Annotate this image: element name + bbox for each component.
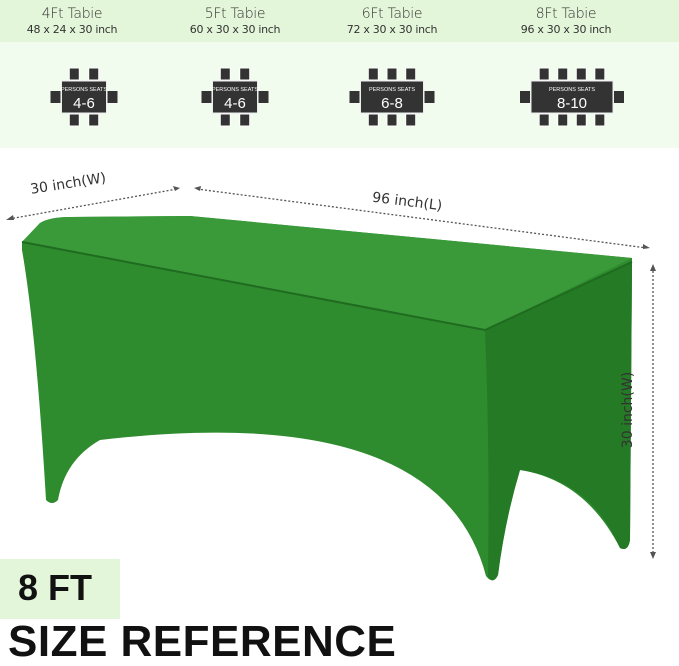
chair-icon [68,113,80,127]
size-dims: 96 x 30 x 30 inch [520,23,612,36]
chair-icon [520,91,530,103]
chair-icon [386,113,398,127]
dimension-lines [8,188,654,556]
chair-icon [614,91,624,103]
chair-icon [349,91,360,103]
chair-icon [258,91,269,103]
seats-label: PERSONS SEATS [212,87,258,93]
chair-icon [88,113,100,127]
chair-icon [68,67,80,81]
seats-label: PERSONS SEATS [61,87,107,93]
chair-icon [405,113,417,127]
size-4ft: 4Ft Tabie 48 x 24 x 30 inch [0,6,157,36]
chair-icon [239,113,251,127]
chair-icon [239,67,251,81]
page-heading: SIZE REFERENCE [8,617,397,666]
chair-icon [219,67,231,81]
table-seating-icon: PERSONS SEATS 4-6 [50,67,118,127]
size-dims: 48 x 24 x 30 inch [26,23,118,36]
dimension-arrowheads [6,186,656,559]
chair-icon [50,91,61,103]
table-icon [212,80,258,114]
seats-count: 4-6 [224,95,246,112]
table-icon [530,80,614,114]
chair-icon [557,67,569,81]
chair-icon [538,113,550,127]
size-6ft: 6Ft Tabie 72 x 30 x 30 inch [307,6,477,36]
size-8ft: 8Ft Tabie 96 x 30 x 30 inch [481,6,651,36]
table-seating-icon: PERSONS SEATS 4-6 [201,67,269,127]
seats-count: 8-10 [557,95,587,112]
chair-icon [219,113,231,127]
chair-icon [405,67,417,81]
seats-count: 4-6 [73,95,95,112]
table-seating-icon: PERSONS SEATS 8-10 [520,67,624,127]
table-icon [61,80,107,114]
seats-count: 6-8 [381,95,403,112]
size-badge: 8 FT [0,559,120,619]
size-title: 6Ft Tabie [361,6,423,22]
chair-icon [575,113,587,127]
chair-icon [107,91,118,103]
size-dims: 72 x 30 x 30 inch [346,23,438,36]
chair-icon [367,113,379,127]
tablecloth-image [21,216,633,581]
height-label: 30 inch(W) [620,371,637,449]
chair-icon [201,91,212,103]
chair-icon [594,113,606,127]
table-seating-icon: PERSONS SEATS 6-8 [349,67,435,127]
chair-icon [88,67,100,81]
size-5ft: 5Ft Tabie 60 x 30 x 30 inch [150,6,320,36]
seats-label: PERSONS SEATS [369,87,415,93]
chair-icon [575,67,587,81]
chair-icon [594,67,606,81]
chair-icon [557,113,569,127]
header-band [0,0,679,42]
size-title: 5Ft Tabie [204,6,266,22]
size-dims: 60 x 30 x 30 inch [189,23,281,36]
seats-label: PERSONS SEATS [549,87,595,93]
chair-icon [538,67,550,81]
chair-icon [386,67,398,81]
size-title: 4Ft Tabie [41,6,103,22]
table-icon [360,80,424,114]
size-title: 8Ft Tabie [535,6,597,22]
chair-icon [424,91,435,103]
chair-icon [367,67,379,81]
